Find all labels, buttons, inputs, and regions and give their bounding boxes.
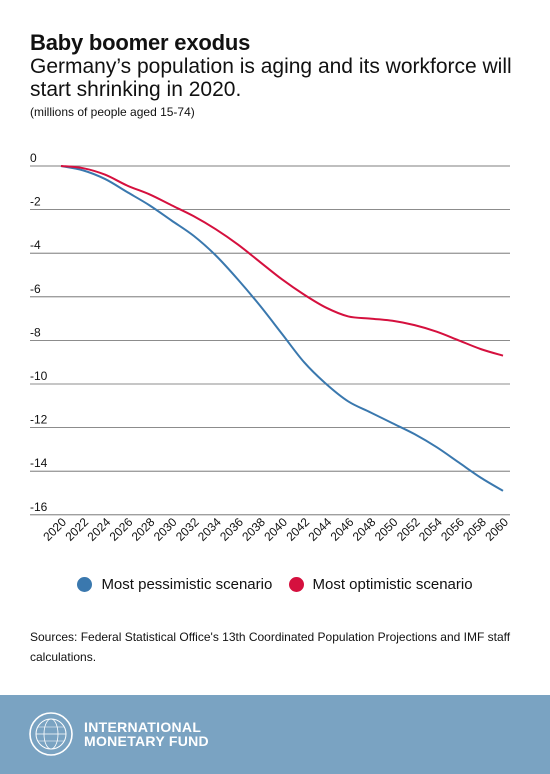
x-tick-label: 2048 [350, 515, 379, 544]
y-tick-label: -16 [30, 500, 48, 514]
x-tick-label: 2038 [239, 515, 268, 544]
x-tick-label: 2034 [195, 515, 224, 544]
x-tick-label: 2028 [129, 515, 158, 544]
y-tick-label: -2 [30, 195, 41, 209]
x-tick-label: 2058 [460, 515, 489, 544]
imf-wordmark-line1: INTERNATIONAL [84, 719, 202, 735]
series-lines [60, 165, 504, 492]
y-tick-label: -6 [30, 282, 41, 296]
x-tick-label: 2052 [394, 515, 423, 544]
x-tick-label: 2060 [482, 515, 511, 544]
legend: Most pessimistic scenario Most optimisti… [0, 576, 550, 596]
gridlines [30, 165, 510, 516]
series-line-pessimistic [60, 165, 504, 492]
x-tick-label: 2042 [283, 515, 312, 544]
legend-label-pessimistic: Most pessimistic scenario [101, 576, 273, 593]
unit-note: (millions of people aged 15-74) [30, 105, 195, 119]
imf-wordmark: INTERNATIONAL MONETARY FUND [84, 720, 209, 748]
series-line-optimistic [60, 165, 504, 357]
legend-item-pessimistic: Most pessimistic scenario [77, 576, 272, 593]
x-tick-label: 2032 [173, 515, 202, 544]
y-tick-label: -8 [30, 325, 41, 339]
x-tick-label: 2046 [328, 515, 357, 544]
x-tick-label: 2036 [217, 515, 246, 544]
x-tick-label: 2050 [372, 515, 401, 544]
source-note: Sources: Federal Statistical Office's 13… [30, 630, 511, 664]
chart-subtitle: Germany’s population is aging and its wo… [30, 55, 512, 101]
y-tick-label: -14 [30, 456, 48, 470]
imf-footer: INTERNATIONAL MONETARY FUND [0, 695, 550, 774]
imf-wordmark-line2: MONETARY FUND [84, 733, 209, 749]
x-tick-label: 2030 [151, 515, 180, 544]
legend-swatch-optimistic [288, 577, 304, 592]
x-tick-label: 2020 [40, 515, 69, 544]
x-tick-labels: 2020202220242026202820302032203420362038… [40, 515, 511, 544]
legend-label-optimistic: Most optimistic scenario [312, 576, 473, 593]
chart-title: Baby boomer exodus [30, 30, 251, 55]
x-tick-label: 2054 [416, 515, 445, 544]
x-tick-label: 2044 [306, 515, 335, 544]
line-chart: 0-2-4-6-8-10-12-14-16 202020222024202620… [30, 151, 511, 544]
legend-swatch-pessimistic [77, 577, 93, 592]
imf-seal-icon [29, 712, 73, 756]
y-tick-label: -10 [30, 369, 48, 383]
y-tick-labels: 0 -2 -4 -6 -8 -10 -12 -14 -16 [30, 151, 48, 514]
x-tick-label: 2024 [85, 515, 114, 544]
x-tick-label: 2022 [62, 515, 91, 544]
y-tick-label: 0 [30, 151, 37, 165]
legend-item-optimistic: Most optimistic scenario [288, 576, 473, 593]
y-tick-label: -4 [30, 238, 41, 252]
x-tick-label: 2026 [107, 515, 136, 544]
x-tick-label: 2056 [438, 515, 467, 544]
y-tick-label: -12 [30, 413, 48, 427]
x-tick-label: 2040 [261, 515, 290, 544]
